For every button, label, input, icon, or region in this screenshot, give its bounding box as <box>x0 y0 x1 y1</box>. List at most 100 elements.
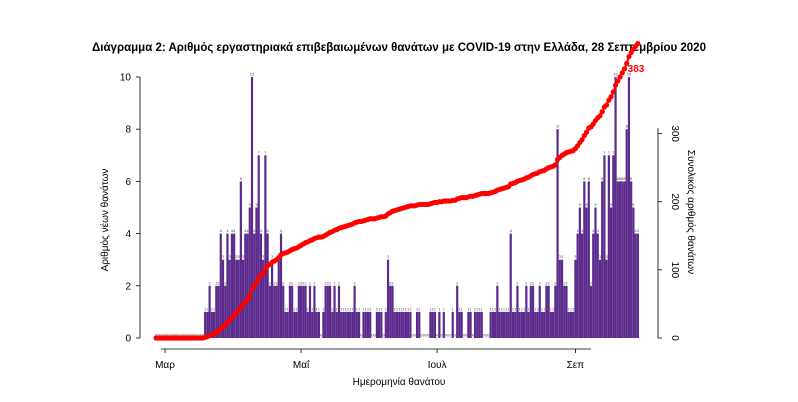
bar <box>583 181 586 338</box>
bar-value-label: 0 <box>423 334 425 338</box>
cumulative-point <box>604 102 610 108</box>
bar <box>288 285 292 338</box>
bar <box>511 311 515 338</box>
bar <box>594 207 597 338</box>
bar <box>228 259 231 338</box>
bar <box>308 285 312 338</box>
bar-value-label: 2 <box>530 281 532 285</box>
bar-value-label: 1 <box>507 307 509 311</box>
bar-value-label: 0 <box>440 334 442 338</box>
bar <box>527 311 530 338</box>
bar <box>326 285 329 338</box>
bar <box>291 285 294 338</box>
bar-value-label: 1 <box>568 307 570 311</box>
bar-value-label: 1 <box>476 307 478 311</box>
bar-value-label: 1 <box>293 307 295 311</box>
cumulative-point <box>610 89 616 95</box>
bar <box>456 285 459 338</box>
bar-value-label: 2 <box>273 281 275 285</box>
bar-value-label: 0 <box>445 334 447 338</box>
x-axis-label: Ημερομηνία θανάτου <box>353 376 446 388</box>
bar-value-label: 2 <box>298 281 300 285</box>
bar-value-label: 1 <box>351 307 353 311</box>
bar <box>467 311 470 338</box>
bar <box>567 311 570 338</box>
bar <box>297 285 300 338</box>
bar <box>268 285 271 338</box>
bar-value-label: 1 <box>498 307 500 311</box>
bar <box>264 155 267 338</box>
bar-value-label: 1 <box>505 307 507 311</box>
bar <box>250 77 254 338</box>
bar-value-label: 10 <box>250 73 254 77</box>
bar-value-label: 6 <box>623 177 625 181</box>
bar-value-label: 1 <box>204 307 206 311</box>
bar <box>353 285 356 338</box>
bar-value-label: 1 <box>378 307 380 311</box>
bar-value-label: 4 <box>220 229 223 233</box>
bar <box>431 311 434 338</box>
bar-value-label: 2 <box>539 281 541 285</box>
bar-value-label: 1 <box>536 307 538 311</box>
bar-value-label: 8 <box>556 125 558 129</box>
bar-value-label: 1 <box>550 307 552 311</box>
bar <box>226 233 229 338</box>
bar <box>543 311 546 338</box>
bar <box>284 311 287 338</box>
left-tick-label: 10 <box>120 73 132 84</box>
bar <box>404 311 407 338</box>
bar-value-label: 1 <box>443 307 445 311</box>
bar <box>349 311 352 338</box>
bar-value-label: 4 <box>597 229 600 233</box>
bar-value-label: 6 <box>601 177 603 181</box>
bar <box>540 311 544 338</box>
bar-value-label: 2 <box>456 281 458 285</box>
bar-value-label: 1 <box>331 307 333 311</box>
bar <box>469 311 472 338</box>
bar <box>369 311 372 338</box>
bar <box>572 311 575 338</box>
bar <box>386 259 390 338</box>
bar-value-label: 0 <box>420 334 422 338</box>
bar-value-label: 1 <box>409 307 411 311</box>
bar-value-label: 1 <box>316 307 318 311</box>
bar-value-label: 0 <box>449 334 451 338</box>
bar <box>529 285 532 338</box>
bar <box>552 311 555 338</box>
bar <box>210 311 213 338</box>
bar <box>322 311 325 338</box>
bar-value-label: 1 <box>461 307 463 311</box>
bar <box>331 311 334 338</box>
bar <box>596 233 599 338</box>
bar <box>402 311 405 338</box>
left-tick-label: 0 <box>125 334 131 345</box>
bar-value-label: 2 <box>313 281 315 285</box>
bar <box>536 311 539 338</box>
bar-value-label: 1 <box>365 307 367 311</box>
bar-value-label: 1 <box>432 307 434 311</box>
bar-value-label: 1 <box>211 307 213 311</box>
bar-value-label: 1 <box>340 307 342 311</box>
bar-value-label: 1 <box>400 307 402 311</box>
bar-value-label: 0 <box>427 334 429 338</box>
right-tick-label: 200 <box>669 193 680 210</box>
bar <box>407 311 410 338</box>
bar <box>460 311 463 338</box>
bar-value-label: 2 <box>282 281 284 285</box>
bar-value-label: 1 <box>543 307 545 311</box>
bar-value-label: 7 <box>258 151 260 155</box>
left-tick-label: 4 <box>125 229 131 240</box>
bar <box>514 311 517 338</box>
bar <box>509 233 512 338</box>
bar <box>235 259 238 338</box>
final-cumulative-label: 383 <box>628 64 645 75</box>
bar <box>458 311 461 338</box>
bar-value-label: 6 <box>583 177 585 181</box>
bar-value-label: 1 <box>318 307 320 311</box>
bar <box>304 285 307 338</box>
right-tick-label: 0 <box>669 335 680 341</box>
bar-value-label: 1 <box>478 307 480 311</box>
bar-value-label: 0 <box>320 334 322 338</box>
bar-value-label: 1 <box>519 307 521 311</box>
bar <box>233 233 236 338</box>
